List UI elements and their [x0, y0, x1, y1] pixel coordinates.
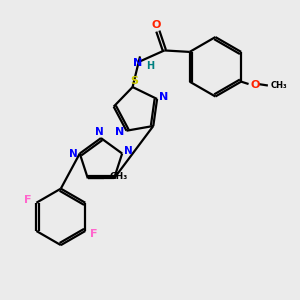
Text: H: H [146, 61, 154, 71]
Text: CH₃: CH₃ [271, 81, 287, 90]
Text: O: O [152, 20, 161, 30]
Text: O: O [250, 80, 260, 90]
Text: N: N [124, 146, 133, 155]
Text: N: N [95, 127, 104, 136]
Text: N: N [115, 127, 124, 137]
Text: N: N [133, 58, 142, 68]
Text: F: F [90, 229, 98, 239]
Text: N: N [159, 92, 168, 102]
Text: CH₃: CH₃ [109, 172, 128, 182]
Text: S: S [130, 76, 138, 85]
Text: N: N [69, 148, 78, 158]
Text: F: F [24, 195, 32, 205]
